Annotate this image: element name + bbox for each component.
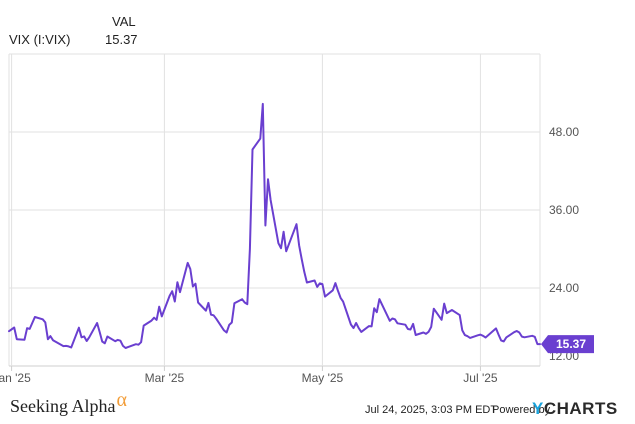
y-tick-label: 36.00 [549, 203, 579, 217]
alpha-icon: α [116, 389, 127, 411]
y-tick-label: 48.00 [549, 125, 579, 139]
x-tick-label: Jan '25 [0, 371, 31, 385]
ycharts-wordmark: CHARTS [543, 399, 618, 418]
legend-series-name[interactable]: VIX (I:VIX) [9, 32, 71, 47]
ycharts-y-icon: Y [532, 399, 544, 418]
y-tick-label: 24.00 [549, 281, 579, 295]
legend-column-header: VAL [112, 14, 136, 29]
last-value-badge-shape [541, 335, 594, 354]
x-tick-label: Jul '25 [463, 371, 498, 385]
series-line-vix [8, 102, 541, 349]
ycharts-logo[interactable]: YCHARTS [532, 399, 618, 419]
x-tick-label: Mar '25 [145, 371, 185, 385]
last-value-badge: 15.37 [541, 335, 594, 354]
powered-by-label: Powered by [492, 404, 551, 416]
last-value-badge-label: 15.37 [556, 337, 586, 351]
brand-name: Seeking Alpha [10, 396, 116, 416]
x-tick-label: May '25 [302, 371, 344, 385]
legend-series-value: 15.37 [105, 32, 138, 47]
seeking-alpha-logo[interactable]: Seeking Alphaα [10, 389, 127, 418]
chart-timestamp: Jul 24, 2025, 3:03 PM EDT [365, 404, 498, 416]
